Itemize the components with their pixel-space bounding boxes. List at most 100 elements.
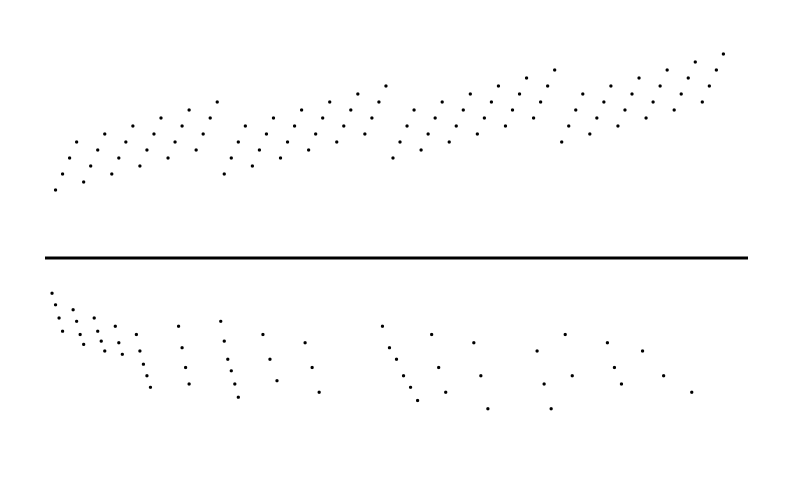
point	[560, 140, 564, 144]
point	[496, 84, 501, 88]
point	[145, 148, 149, 152]
point	[57, 316, 61, 320]
point	[644, 116, 648, 120]
point	[328, 100, 332, 104]
point	[430, 332, 434, 337]
point	[693, 60, 697, 64]
point	[461, 108, 465, 112]
point	[567, 124, 571, 128]
point	[82, 342, 86, 346]
point	[173, 140, 177, 144]
point	[510, 108, 515, 112]
point	[623, 108, 627, 112]
point	[721, 52, 725, 56]
point	[96, 329, 100, 333]
point	[117, 156, 121, 160]
point	[391, 156, 395, 160]
point	[134, 332, 138, 337]
point	[686, 76, 690, 80]
point	[679, 92, 683, 96]
point	[468, 92, 472, 96]
point	[546, 84, 550, 88]
point	[377, 100, 381, 104]
point	[437, 365, 441, 370]
point	[194, 148, 198, 152]
point	[349, 108, 353, 112]
point	[605, 341, 610, 345]
point	[148, 385, 153, 389]
point	[665, 68, 669, 72]
point	[152, 132, 156, 136]
point	[356, 92, 360, 96]
point	[595, 116, 599, 120]
point	[229, 369, 233, 373]
point	[454, 124, 458, 128]
point	[145, 374, 149, 378]
point	[103, 349, 107, 353]
point	[707, 84, 711, 88]
point	[549, 407, 553, 411]
point	[271, 116, 276, 120]
point	[524, 76, 529, 80]
point	[342, 124, 346, 128]
point	[187, 108, 191, 112]
point	[616, 124, 620, 128]
point	[426, 132, 430, 136]
point	[138, 164, 142, 168]
point	[419, 148, 423, 152]
point	[110, 172, 114, 176]
point	[292, 124, 297, 128]
point	[250, 164, 254, 168]
point	[472, 341, 476, 345]
point	[602, 100, 606, 104]
point	[314, 132, 318, 136]
point	[208, 116, 212, 120]
point	[651, 100, 655, 104]
point	[219, 319, 223, 323]
point	[268, 357, 272, 361]
point	[60, 172, 65, 176]
point	[82, 180, 86, 184]
point	[363, 132, 367, 136]
point	[233, 382, 237, 386]
point	[307, 148, 311, 152]
point	[131, 124, 135, 128]
point	[78, 332, 82, 337]
point	[124, 140, 128, 144]
point	[444, 390, 448, 394]
point	[412, 108, 416, 112]
point	[113, 324, 117, 328]
point	[690, 390, 694, 394]
point	[503, 124, 508, 128]
point	[60, 329, 65, 333]
point	[384, 84, 388, 88]
point	[398, 140, 402, 144]
point	[159, 116, 163, 120]
point	[380, 324, 385, 328]
point	[662, 374, 666, 378]
point	[542, 382, 546, 386]
point	[299, 108, 304, 112]
point	[700, 100, 704, 104]
point	[222, 339, 226, 343]
point	[475, 132, 479, 136]
point	[658, 84, 662, 88]
point	[201, 132, 205, 136]
point	[53, 303, 58, 307]
point	[99, 339, 103, 343]
point	[612, 365, 617, 370]
point	[176, 324, 181, 328]
point	[120, 352, 124, 356]
point	[261, 332, 265, 337]
point	[180, 346, 184, 350]
point	[310, 365, 314, 370]
point	[415, 398, 420, 403]
point	[89, 164, 93, 168]
point	[187, 382, 191, 386]
point	[588, 132, 592, 136]
point	[75, 319, 79, 323]
point	[370, 116, 374, 120]
point	[479, 374, 483, 378]
point	[553, 68, 557, 72]
point	[226, 357, 230, 361]
